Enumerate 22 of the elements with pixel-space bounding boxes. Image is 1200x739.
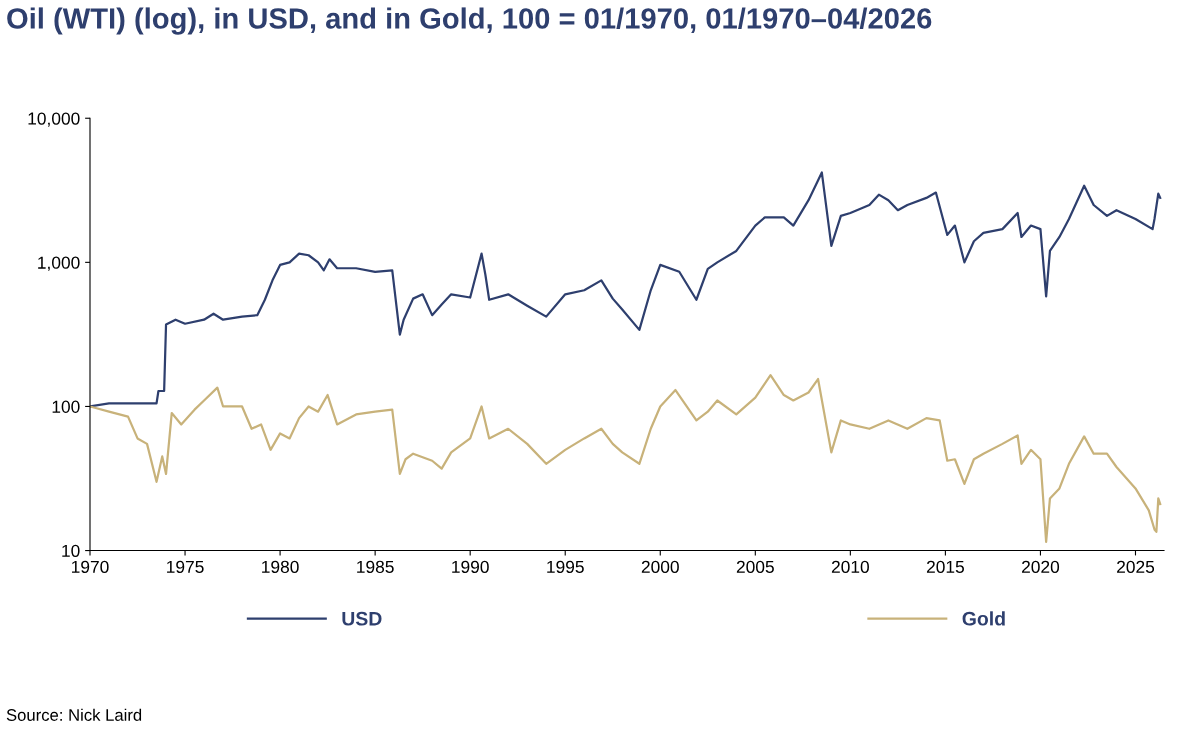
x-tick-label: 2025: [1117, 560, 1155, 574]
chart-title: Oil (WTI) (log), in USD, and in Gold, 100 = 01/1970, 01/1970–04/2026: [7, 7, 932, 35]
y-tick-label: 1,000: [38, 256, 80, 271]
x-tick-label: 1970: [72, 560, 109, 574]
y-tick-label: 10,000: [28, 112, 80, 127]
y-tick-label: 10: [62, 544, 80, 558]
x-tick-label: 1975: [167, 560, 204, 574]
legend-label: USD: [342, 611, 382, 626]
x-tick-label: 1985: [357, 560, 394, 574]
x-tick-label: 2000: [641, 560, 679, 574]
x-tick-label: 1995: [547, 560, 584, 574]
y-tick-label: 100: [52, 400, 80, 413]
line-series: [90, 374, 1162, 543]
legend-label: Gold: [962, 611, 1005, 626]
x-tick-label: 2015: [926, 560, 964, 574]
x-tick-label: 1990: [452, 560, 489, 574]
x-tick-label: 1980: [262, 560, 299, 574]
line-series: [90, 171, 1162, 408]
x-tick-label: 2005: [736, 560, 774, 574]
x-tick-label: 2020: [1022, 560, 1060, 574]
x-tick-label: 2010: [831, 560, 869, 574]
source-note: Source: Nick Laird: [6, 708, 142, 721]
